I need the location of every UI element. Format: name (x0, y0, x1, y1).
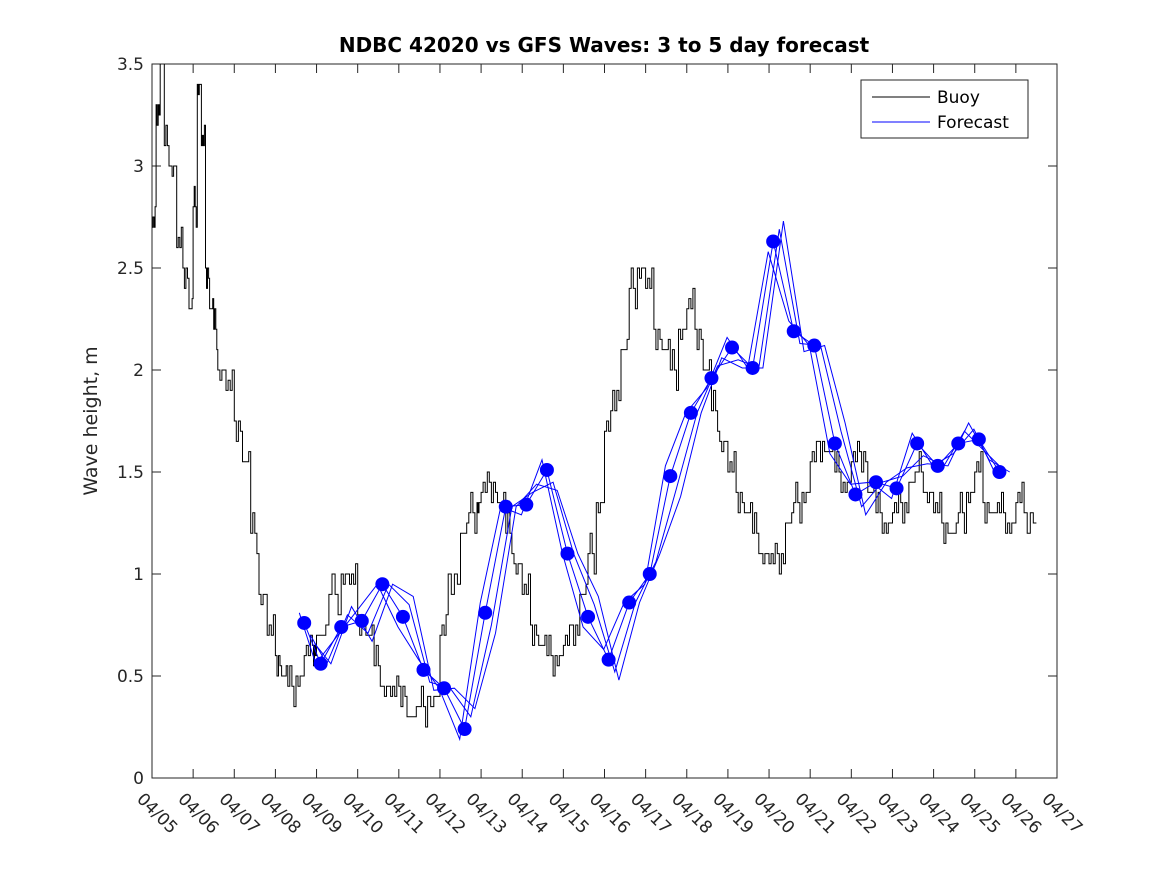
x-tick-label: 04/25 (955, 789, 1004, 838)
forecast-point (297, 615, 312, 630)
x-tick-label: 04/27 (1037, 789, 1086, 838)
forecast-point (971, 432, 986, 447)
x-tick-label: 04/18 (667, 789, 716, 838)
y-tick-label: 3.5 (117, 55, 144, 75)
forecast-point (951, 436, 966, 451)
legend-box (860, 79, 1029, 139)
forecast-point (581, 609, 596, 624)
forecast-point (683, 405, 698, 420)
forecast-point (910, 436, 925, 451)
x-tick-label: 04/06 (174, 789, 223, 838)
forecast-point (745, 360, 760, 375)
x-tick-label: 04/07 (215, 789, 264, 838)
forecast-point (930, 458, 945, 473)
x-tick-label: 04/09 (297, 789, 346, 838)
forecast-point (622, 595, 637, 610)
x-tick-label: 04/05 (132, 789, 181, 838)
chart-title: NDBC 42020 vs GFS Waves: 3 to 5 day fore… (339, 33, 870, 57)
legend: Buoy Forecast (860, 79, 1029, 139)
forecast-point (375, 577, 390, 592)
x-tick-label: 04/24 (914, 789, 963, 838)
y-tick-label: 1.5 (117, 463, 144, 483)
x-tick-label: 04/08 (256, 789, 305, 838)
legend-forecast-label: Forecast (937, 113, 1009, 133)
forecast-point (725, 340, 740, 355)
y-tick-label: 2.5 (117, 259, 144, 279)
forecast-point (478, 605, 493, 620)
forecast-line (309, 229, 1006, 718)
forecast-point (766, 234, 781, 249)
forecast-point (992, 465, 1007, 479)
forecast-point (889, 481, 904, 496)
forecast-point (354, 613, 369, 628)
forecast-point (334, 620, 349, 635)
x-tick-label: 04/23 (873, 789, 922, 838)
forecast-point (437, 681, 452, 696)
y-tick-label: 3 (133, 157, 144, 177)
buoy-line (152, 64, 1037, 728)
x-tick-label: 04/26 (996, 789, 1045, 838)
forecast-point (642, 567, 657, 581)
y-tick-label: 1 (133, 565, 144, 585)
forecast-point (704, 371, 719, 386)
forecast-point (457, 722, 472, 737)
y-tick-label: 0.5 (117, 667, 144, 687)
forecast-point (539, 462, 554, 477)
x-tick-label: 04/15 (544, 789, 593, 838)
x-tick-label: 04/14 (503, 789, 552, 838)
y-tick-label: 0 (133, 769, 144, 789)
forecast-point (519, 497, 534, 512)
y-tick-label: 2 (133, 361, 144, 381)
forecast-point (395, 609, 410, 624)
x-tick-label: 04/12 (420, 789, 469, 838)
x-tick-label: 04/13 (462, 789, 511, 838)
forecast-point (869, 475, 883, 490)
forecast-point (416, 662, 431, 677)
data-layer (152, 64, 1037, 742)
x-tick-label: 04/17 (626, 789, 675, 838)
plot-area: 0 0.5 1 1.5 2 2.5 3 3.5 04/0504/0604/0704/0804/0… (117, 55, 1086, 838)
x-tick-label: 04/10 (338, 789, 387, 838)
x-tick-label: 04/22 (832, 789, 881, 838)
x-tick-label: 04/19 (708, 789, 757, 838)
x-tick-label: 04/20 (750, 789, 799, 838)
forecast-line (314, 221, 1010, 710)
forecast-point (663, 469, 678, 484)
x-tick-label: 04/16 (585, 789, 634, 838)
x-tick-label: 04/11 (379, 789, 428, 838)
forecast-line (298, 251, 995, 742)
forecast-point (560, 546, 575, 561)
forecast-point (827, 436, 842, 451)
y-axis-label: Wave height, m (80, 346, 102, 495)
forecast-point (313, 656, 328, 671)
forecast-point (498, 499, 513, 514)
x-tick-label: 04/21 (791, 789, 840, 838)
forecast-point (786, 324, 801, 339)
forecast-point (601, 652, 616, 667)
forecast-point (807, 338, 822, 353)
forecast-point (848, 487, 863, 502)
legend-buoy-label: Buoy (937, 88, 980, 108)
